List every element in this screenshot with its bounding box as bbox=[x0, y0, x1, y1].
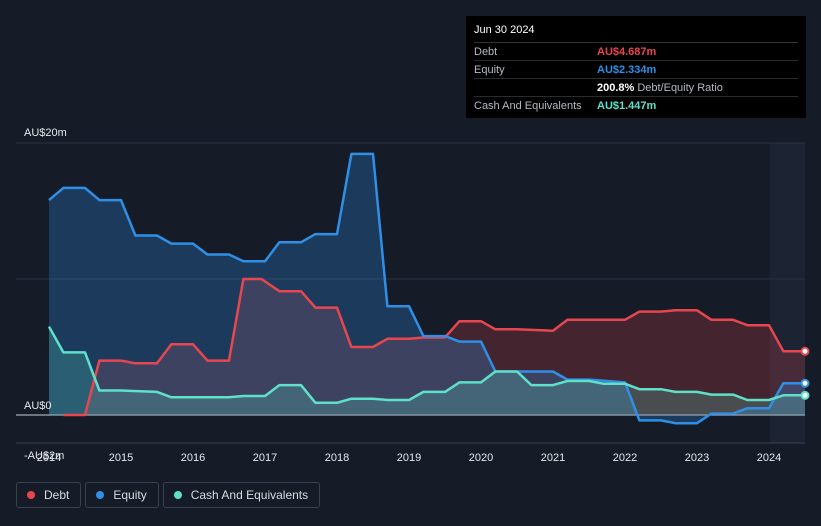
tooltip-value: AU$4.687m bbox=[597, 45, 657, 58]
legend-dot-icon bbox=[27, 491, 35, 499]
x-tick-label: 2024 bbox=[757, 452, 781, 464]
series-lines bbox=[47, 152, 805, 425]
legend-dot-icon bbox=[173, 491, 182, 499]
chart-highlight-band bbox=[770, 143, 805, 443]
series-endpoints bbox=[800, 346, 810, 400]
tooltip-value: AU$2.334m bbox=[597, 63, 657, 76]
x-tick-label: 2014 bbox=[37, 452, 61, 464]
y-tick-label: AU$0 bbox=[24, 400, 52, 412]
x-tick-label: 2016 bbox=[181, 452, 205, 464]
legend-item-equity[interactable]: Equity bbox=[85, 482, 159, 508]
tooltip-extra: Debt/Equity Ratio bbox=[637, 81, 723, 94]
legend-item-cash-and-equivalents[interactable]: Cash And Equivalents bbox=[162, 482, 321, 508]
x-tick-label: 2021 bbox=[541, 452, 565, 464]
x-tick-label: 2023 bbox=[685, 452, 709, 464]
equity-endpoint bbox=[800, 378, 810, 388]
debt-endpoint bbox=[800, 346, 810, 356]
tooltip: Jun 30 2024 Debt AU$4.687m Equity AU$2.334m… bbox=[466, 16, 806, 118]
tooltip-date: Jun 30 2024 bbox=[474, 24, 798, 43]
cash-and-equivalents-endpoint bbox=[800, 390, 810, 400]
legend-label: Equity bbox=[113, 488, 147, 502]
legend-item-debt[interactable]: Debt bbox=[16, 482, 82, 508]
legend-label: Debt bbox=[44, 488, 70, 502]
tooltip-label: Cash And Equivalents bbox=[474, 99, 582, 112]
legend-dot-icon bbox=[96, 491, 105, 499]
x-tick-label: 2017 bbox=[253, 452, 277, 464]
cash-and-equivalents-line bbox=[47, 325, 805, 405]
cash-and-equivalents-area bbox=[49, 326, 805, 415]
legend-label: Cash And Equivalents bbox=[190, 488, 309, 502]
tooltip-label: Debt bbox=[474, 45, 498, 58]
tooltip-row: Equity AU$2.334m bbox=[474, 61, 798, 79]
grid bbox=[16, 142, 805, 444]
y-axis-labels: AU$20m AU$0 -AU$2m bbox=[24, 127, 67, 462]
tooltip-row: Debt AU$4.687m bbox=[474, 43, 798, 61]
tooltip-rows: Debt AU$4.687m Equity AU$2.334m 200.8% Debt/E… bbox=[474, 43, 798, 114]
series-areas bbox=[49, 153, 805, 424]
tooltip-value: 200.8% bbox=[597, 81, 635, 94]
tooltip-row: 200.8% Debt/Equity Ratio bbox=[474, 79, 798, 97]
legend: Debt Equity Cash And Equivalents bbox=[16, 482, 324, 508]
tooltip-label: Equity bbox=[474, 63, 505, 76]
equity-line bbox=[48, 152, 805, 425]
y-tick-label: AU$20m bbox=[24, 127, 67, 139]
x-tick-label: 2022 bbox=[613, 452, 637, 464]
x-tick-label: 2019 bbox=[397, 452, 421, 464]
debt-line bbox=[63, 277, 805, 417]
equity-area bbox=[49, 153, 805, 424]
x-axis-labels: 2014 2015 2016 2017 2018 2019 2020 2021 2022 2023… bbox=[37, 452, 781, 464]
y-tick-label: -AU$2m bbox=[24, 450, 64, 462]
tooltip-value: AU$1.447m bbox=[597, 99, 657, 112]
tooltip-row: Cash And Equivalents AU$1.447m bbox=[474, 97, 798, 114]
x-tick-label: 2020 bbox=[469, 452, 493, 464]
x-tick-label: 2018 bbox=[325, 452, 349, 464]
x-tick-label: 2015 bbox=[109, 452, 133, 464]
